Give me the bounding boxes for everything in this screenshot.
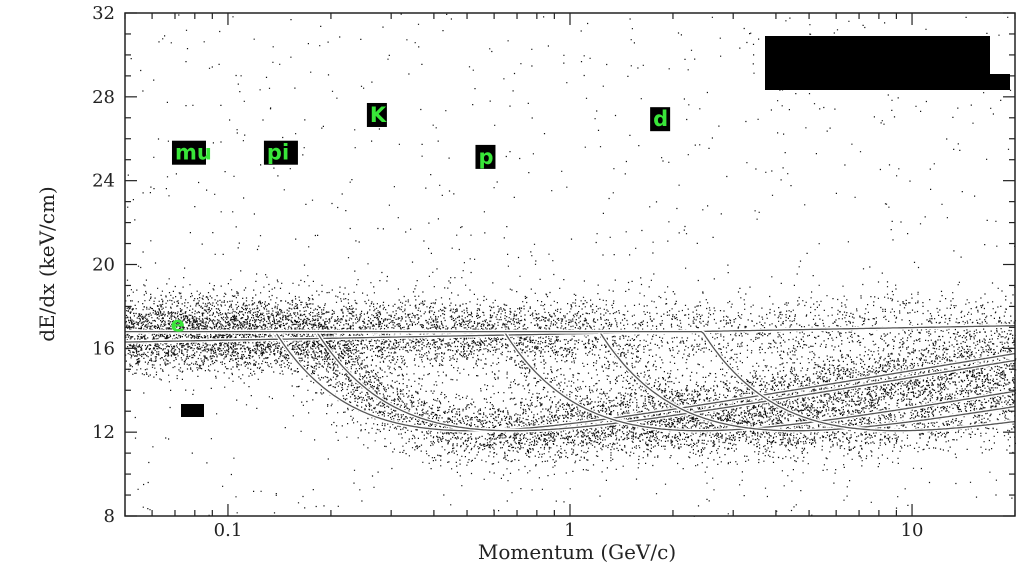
x-axis-title: Momentum (GeV/c) [478, 540, 676, 564]
redaction-box-legend [765, 36, 990, 90]
curve-e [125, 325, 1015, 343]
redaction-box-legend-tail [990, 74, 1010, 90]
y-tick-label: 28 [92, 87, 115, 108]
particle-label-p: p [478, 145, 493, 169]
particle-label-pi: pi [267, 141, 289, 165]
curve-d [125, 330, 1016, 432]
y-tick-label: 16 [92, 338, 115, 359]
y-tick-label: 32 [92, 3, 115, 24]
y-tick-label: 20 [92, 255, 115, 276]
bethe-bloch-curves [125, 323, 1016, 433]
y-axis-title: dE/dx (keV/cm) [35, 186, 59, 342]
particle-labels: e mu pi Kp d [171, 102, 671, 337]
particle-label-mu: mu [175, 141, 212, 165]
label-box-d [650, 107, 671, 132]
particle-label-K: K [370, 103, 387, 127]
x-tick-label: 1 [564, 520, 575, 541]
y-tick-label: 8 [104, 506, 115, 527]
y-tick-label: 12 [92, 422, 115, 443]
y-tick-label: 24 [92, 171, 115, 192]
label-box-p [475, 144, 496, 169]
axis-ticks [124, 12, 1016, 517]
label-box-K [366, 102, 387, 127]
x-tick-label: 10 [901, 520, 924, 541]
particle-label-d: d [653, 107, 668, 131]
particle-label-e: e [171, 313, 185, 337]
axis-tick-labels: 0.1 1 10 8 12 16 20 24 28 32 [92, 3, 923, 541]
label-box-pi [263, 140, 298, 165]
redaction-box-left [181, 404, 204, 417]
label-box-mu [171, 140, 206, 165]
x-tick-label: 0.1 [214, 520, 243, 541]
